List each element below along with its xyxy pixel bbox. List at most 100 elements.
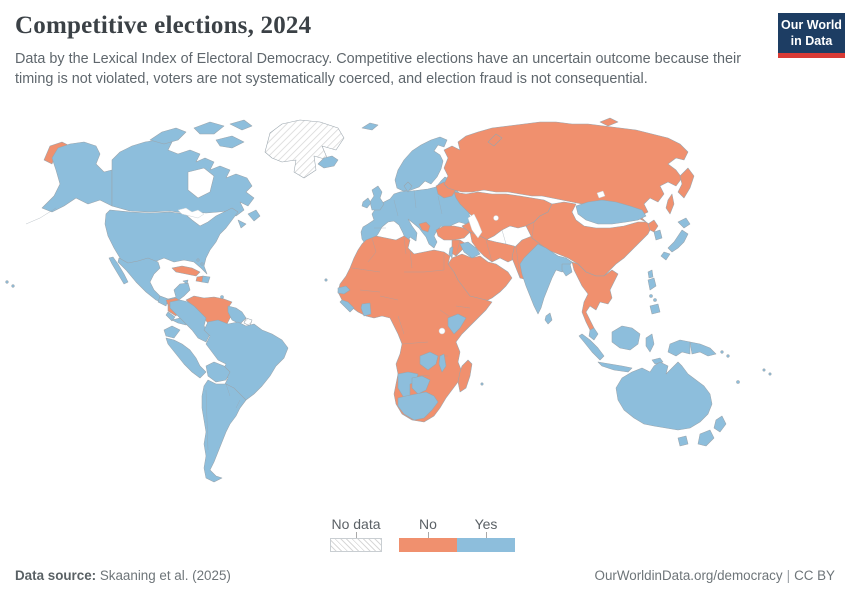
legend-tick [485, 532, 487, 538]
region-solomon-islands[interactable] [720, 350, 724, 354]
region-new-zealand-north[interactable] [713, 415, 727, 433]
region-argentina-chile[interactable] [201, 379, 247, 483]
region-united-kingdom[interactable] [369, 185, 385, 211]
region-alaska[interactable] [41, 141, 113, 213]
region-cape-verde[interactable] [324, 278, 328, 282]
region-bahamas[interactable] [200, 262, 204, 266]
region-new-caledonia[interactable] [736, 380, 740, 384]
region-canada[interactable] [111, 139, 255, 217]
region-nova-scotia[interactable] [237, 219, 247, 229]
region-baja-california[interactable] [108, 256, 129, 285]
region-china[interactable] [525, 201, 653, 277]
region-trinidad[interactable] [220, 295, 224, 299]
region-solomon-islands[interactable] [726, 354, 730, 358]
region-svalbard[interactable] [361, 122, 379, 131]
region-hawaii[interactable] [5, 280, 9, 284]
region-bahamas[interactable] [196, 258, 200, 262]
region-iraq[interactable] [459, 241, 481, 259]
legend-no-label: No [419, 516, 437, 532]
region-papua-new-guinea[interactable] [689, 341, 717, 357]
region-arctic-islands[interactable] [149, 127, 187, 145]
aral-sea [493, 215, 499, 221]
region-philippines-luzon[interactable] [647, 277, 657, 291]
region-mainland-se-asia[interactable] [571, 261, 619, 331]
region-zambia[interactable] [419, 351, 439, 371]
region-mexico[interactable] [117, 257, 191, 305]
region-scandinavia[interactable] [394, 136, 448, 192]
region-japan-kyushu[interactable] [660, 251, 671, 261]
region-russia[interactable] [443, 121, 689, 223]
region-java[interactable] [597, 361, 633, 373]
region-australia[interactable] [615, 361, 713, 431]
region-north-korea[interactable] [647, 219, 659, 233]
region-philippines-visayas[interactable] [653, 298, 657, 302]
region-kamchatka[interactable] [677, 167, 695, 199]
region-west-papua[interactable] [667, 339, 691, 357]
legend-tick [355, 532, 357, 538]
region-jamaica[interactable] [182, 279, 189, 285]
region-mauritius[interactable] [480, 382, 484, 386]
asia-internal-borders [455, 221, 535, 279]
region-guatemala[interactable] [157, 295, 169, 307]
region-denmark[interactable] [403, 181, 413, 193]
region-fiji[interactable] [762, 368, 766, 372]
owid-url-link[interactable]: OurWorldinData.org/democracy [594, 568, 783, 583]
region-japan-honshu[interactable] [667, 229, 689, 253]
region-serbia-bosnia[interactable] [418, 221, 431, 233]
region-sierra-leone-liberia[interactable] [339, 299, 355, 313]
license-label[interactable]: CC BY [794, 568, 835, 583]
europe-internal-borders [374, 189, 443, 229]
region-dominican-republic[interactable] [201, 275, 211, 284]
region-new-siberian-islands[interactable] [599, 117, 619, 127]
region-malawi[interactable] [438, 353, 447, 373]
region-arctic-islands[interactable] [229, 119, 253, 131]
region-japan-hokkaido[interactable] [677, 217, 691, 229]
chart-subtitle: Data by the Lexical Index of Electoral D… [15, 51, 742, 87]
region-newfoundland[interactable] [247, 209, 261, 222]
region-south-korea[interactable] [653, 229, 663, 241]
legend-no[interactable]: No [399, 516, 457, 552]
region-turkey[interactable] [435, 225, 471, 241]
region-malaysia-peninsula[interactable] [588, 327, 599, 341]
owid-logo[interactable]: Our World in Data [778, 13, 845, 59]
region-bangladesh[interactable] [561, 263, 573, 277]
region-sulawesi[interactable] [645, 333, 655, 353]
region-senegal[interactable] [337, 285, 351, 295]
region-arctic-islands[interactable] [193, 121, 225, 135]
region-madagascar[interactable] [457, 359, 473, 393]
region-botswana[interactable] [411, 375, 431, 395]
region-taiwan[interactable] [647, 269, 654, 279]
legend-no-data[interactable]: No data [330, 516, 382, 552]
region-bolivia[interactable] [205, 361, 231, 383]
region-borneo[interactable] [611, 325, 641, 351]
region-guyana-suriname[interactable] [227, 305, 247, 325]
legend-yes[interactable]: Yes [457, 516, 515, 552]
region-novaya-zemlya[interactable] [487, 133, 503, 147]
region-costa-rica[interactable] [165, 311, 176, 322]
region-africa-mainland[interactable] [337, 235, 493, 423]
region-ecuador[interactable] [163, 325, 181, 339]
region-mongolia[interactable] [575, 199, 647, 225]
region-kenya[interactable] [447, 313, 467, 335]
legend-no-data-label: No data [331, 516, 381, 532]
region-peru[interactable] [165, 337, 207, 379]
region-sumatra[interactable] [578, 333, 605, 361]
region-philippines-mindanao[interactable] [649, 303, 661, 315]
region-philippines-visayas[interactable] [649, 294, 653, 298]
region-iceland[interactable] [317, 155, 339, 169]
footer-right: OurWorldinData.org/democracy | CC BY [595, 568, 835, 583]
region-vanuatu[interactable] [768, 372, 772, 376]
region-india[interactable] [519, 243, 573, 315]
region-arctic-islands[interactable] [215, 135, 245, 149]
region-ghana[interactable] [360, 302, 372, 317]
region-greenland[interactable] [264, 119, 345, 179]
region-sri-lanka[interactable] [544, 312, 553, 325]
region-ireland[interactable] [361, 197, 372, 209]
region-new-zealand-south[interactable] [697, 429, 715, 447]
region-cuba[interactable] [171, 265, 201, 277]
region-hawaii[interactable] [11, 284, 15, 288]
legend-yes-swatch [457, 538, 515, 552]
region-sakhalin[interactable] [665, 193, 675, 215]
region-south-africa[interactable] [397, 391, 439, 421]
region-tasmania[interactable] [677, 435, 689, 447]
